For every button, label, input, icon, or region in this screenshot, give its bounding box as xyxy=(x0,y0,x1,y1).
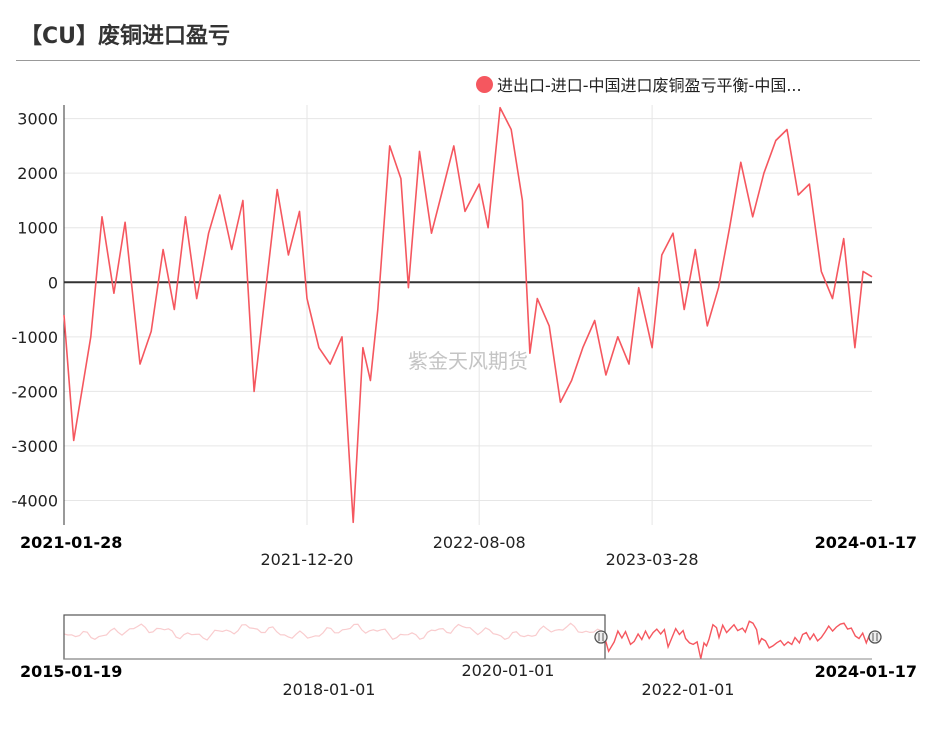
navigator-label: 2022-01-01 xyxy=(642,680,735,699)
series-line xyxy=(63,106,873,524)
x-tick-label: 2023-03-28 xyxy=(606,550,699,569)
y-tick-label: -3000 xyxy=(12,437,59,456)
y-axis: 3000 2000 1000 0 -1000 -2000 -3000 -4000 xyxy=(12,110,59,511)
navigator-start-label: 2015-01-19 xyxy=(20,662,122,681)
watermark: 紫金天风期货 xyxy=(408,349,528,373)
y-tick-label: -4000 xyxy=(12,491,59,510)
navigator-mask xyxy=(63,614,606,660)
legend[interactable]: 进出口-进口-中国进口废铜盈亏平衡-中国... xyxy=(476,73,802,95)
y-tick-label: 2000 xyxy=(17,164,58,183)
navigator-label: 2018-01-01 xyxy=(283,680,376,699)
navigator-right-handle[interactable] xyxy=(868,630,882,644)
range-navigator[interactable]: 2015-01-19 2024-01-17 2018-01-01 2020-01… xyxy=(20,614,917,699)
legend-swatch xyxy=(476,75,493,93)
title-divider xyxy=(16,60,920,61)
x-tick-label: 2022-08-08 xyxy=(433,533,526,552)
navigator-selected-line xyxy=(604,620,873,659)
navigator-end-label: 2024-01-17 xyxy=(815,662,917,681)
navigator-background-line xyxy=(63,622,606,641)
y-tick-label: 0 xyxy=(48,273,58,292)
navigator-left-handle[interactable] xyxy=(594,630,608,644)
grid-lines xyxy=(64,105,872,525)
navigator-label: 2020-01-01 xyxy=(462,661,555,680)
x-axis: 2021-01-28 2021-12-20 2022-08-08 2023-03-28… xyxy=(20,533,917,569)
x-tick-label: 2024-01-17 xyxy=(815,533,917,552)
y-tick-label: 3000 xyxy=(17,110,58,129)
x-tick-label: 2021-12-20 xyxy=(261,550,354,569)
y-tick-label: 1000 xyxy=(17,219,58,238)
y-tick-label: -1000 xyxy=(12,328,59,347)
x-tick-label: 2021-01-28 xyxy=(20,533,122,552)
legend-label: 进出口-进口-中国进口废铜盈亏平衡-中国... xyxy=(497,76,802,95)
chart-title: 【CU】废铜进口盈亏 xyxy=(20,24,231,49)
y-tick-label: -2000 xyxy=(12,382,59,401)
